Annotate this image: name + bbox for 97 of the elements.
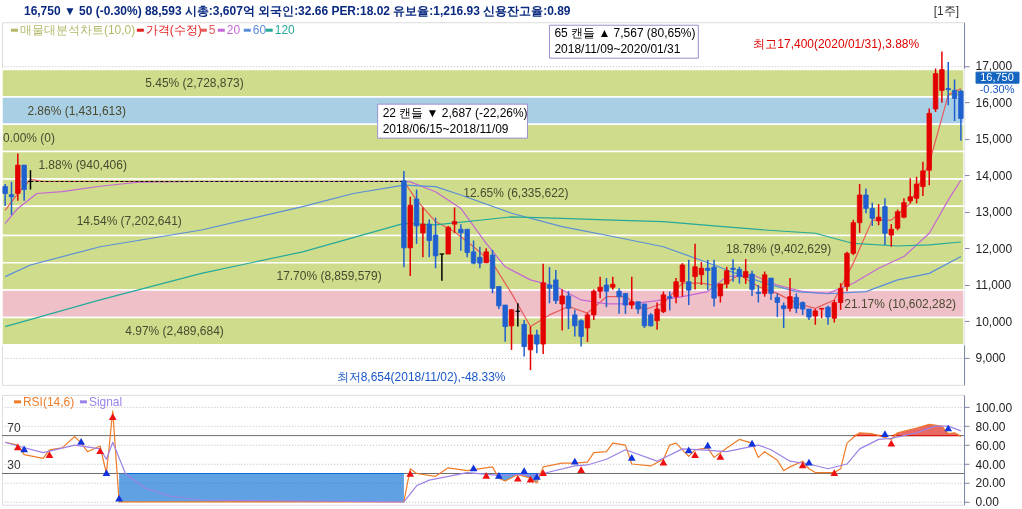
y-tick-label: 80.00 bbox=[975, 419, 1006, 434]
legend-label: 60 bbox=[252, 23, 267, 38]
point bbox=[684, 446, 693, 454]
annotation: 최고17,400(2020/01/31),3.88% bbox=[753, 37, 920, 52]
annotation: 2018/06/15~2018/11/09 bbox=[382, 122, 509, 137]
point bbox=[102, 469, 111, 476]
text: -0.30% bbox=[979, 83, 1015, 96]
y-tick-label: 40.00 bbox=[975, 457, 1006, 472]
band-label: 5.45% (2,728,873) bbox=[145, 76, 244, 91]
point bbox=[494, 472, 503, 479]
candlestick bbox=[610, 275, 616, 291]
candlestick bbox=[451, 206, 458, 234]
band-label: 14.54% (7,202,641) bbox=[76, 213, 182, 228]
candlestick bbox=[945, 61, 951, 107]
point bbox=[570, 457, 579, 465]
candlestick bbox=[420, 206, 426, 259]
annotation: 가격(수정) bbox=[145, 23, 202, 38]
point bbox=[482, 472, 491, 479]
y-tick-label: 100.00 bbox=[975, 400, 1013, 415]
band-label: 4.97% (2,489,684) bbox=[125, 324, 224, 339]
ref-line-label: 70 bbox=[7, 420, 21, 435]
annotation: 최저8,654(2018/11/02),-48.33% bbox=[336, 369, 506, 384]
point bbox=[716, 453, 725, 460]
point bbox=[627, 454, 636, 461]
point bbox=[748, 439, 756, 447]
y-tick-label: 9,000 bbox=[975, 351, 1006, 366]
y-tick-label: 12,000 bbox=[975, 241, 1013, 256]
y-tick-label: 0.00 bbox=[975, 495, 1000, 509]
point bbox=[691, 451, 699, 458]
point bbox=[406, 470, 415, 477]
candlestick bbox=[774, 292, 780, 318]
candlestick bbox=[603, 277, 610, 308]
candlestick bbox=[629, 275, 635, 310]
band-label: 21.17% (10,602,282) bbox=[844, 296, 957, 311]
y-tick-label: 15,000 bbox=[975, 132, 1013, 147]
band-label: 2.86% (1,431,613) bbox=[27, 103, 126, 118]
y-tick-label: 14,000 bbox=[975, 168, 1013, 183]
legend-label: Signal bbox=[88, 394, 123, 409]
candlestick bbox=[527, 325, 534, 371]
legend-label: 20 bbox=[226, 23, 241, 38]
legend-label: 120 bbox=[274, 23, 296, 38]
candlestick bbox=[743, 258, 749, 285]
candlestick bbox=[534, 329, 540, 354]
legend-label: RSI(14,6) bbox=[22, 394, 75, 409]
candlestick bbox=[508, 308, 515, 351]
point bbox=[520, 467, 529, 474]
point bbox=[830, 469, 839, 476]
point bbox=[887, 439, 896, 447]
candlestick bbox=[8, 181, 15, 216]
point bbox=[77, 437, 85, 445]
candlestick bbox=[686, 259, 692, 306]
annotation: 22 캔들 ▼ 2,687 (-22,26%) bbox=[382, 106, 528, 121]
annotation: 매물대분석차트(10,0) bbox=[19, 23, 136, 38]
band-label: 12.65% (6,335,622) bbox=[463, 185, 569, 200]
y-tick-label: 16,000 bbox=[975, 95, 1013, 110]
candlestick bbox=[888, 223, 894, 248]
candlestick bbox=[825, 305, 831, 326]
point bbox=[45, 451, 54, 458]
point bbox=[577, 466, 585, 474]
y-tick-label: 13,000 bbox=[975, 205, 1013, 220]
candlestick bbox=[781, 301, 787, 329]
point bbox=[539, 469, 548, 476]
point bbox=[20, 445, 29, 453]
candlestick bbox=[439, 253, 445, 282]
candlestick bbox=[875, 203, 882, 226]
candlestick bbox=[565, 290, 572, 330]
candlestick bbox=[521, 319, 527, 358]
point bbox=[96, 447, 104, 455]
point bbox=[532, 472, 541, 480]
y-tick-label: 60.00 bbox=[975, 438, 1006, 453]
point bbox=[881, 430, 889, 438]
legend-label: 5 bbox=[208, 23, 216, 38]
annotation: 2018/11/09~2020/01/31 bbox=[554, 42, 681, 57]
text: [1주] bbox=[933, 4, 960, 19]
ref-line-label: 30 bbox=[7, 458, 21, 473]
band-label: 0.00% (0) bbox=[3, 130, 55, 145]
candlestick bbox=[768, 277, 774, 301]
candlestick bbox=[762, 270, 768, 298]
y-tick-label: 20.00 bbox=[975, 476, 1006, 491]
point bbox=[526, 475, 535, 483]
candlestick bbox=[749, 270, 755, 297]
candlestick bbox=[667, 290, 673, 312]
line-series bbox=[4, 425, 962, 503]
band-label: 1.88% (940,406) bbox=[38, 158, 127, 173]
band-label: 17.70% (8,859,579) bbox=[276, 269, 382, 284]
candlestick bbox=[559, 288, 565, 332]
y-tick-label: 11,000 bbox=[975, 278, 1012, 293]
chart-title: 16,750 ▼ 50 (-0.30%) 88,593 시총:3,607억 외국인:32.66 PER:18.02 유보율:1,216.93 신용잔고율:0.89 bbox=[23, 4, 571, 19]
band-label: 18.78% (9,402,629) bbox=[726, 242, 832, 257]
candlestick bbox=[787, 277, 793, 313]
candlestick bbox=[2, 183, 8, 207]
point bbox=[513, 474, 522, 482]
point bbox=[108, 413, 117, 420]
y-tick-label: 10,000 bbox=[975, 314, 1013, 329]
point bbox=[469, 464, 478, 472]
annotation: 65 캔들 ▲ 7,567 (80,65%) bbox=[554, 26, 696, 41]
line-series bbox=[4, 216, 962, 328]
